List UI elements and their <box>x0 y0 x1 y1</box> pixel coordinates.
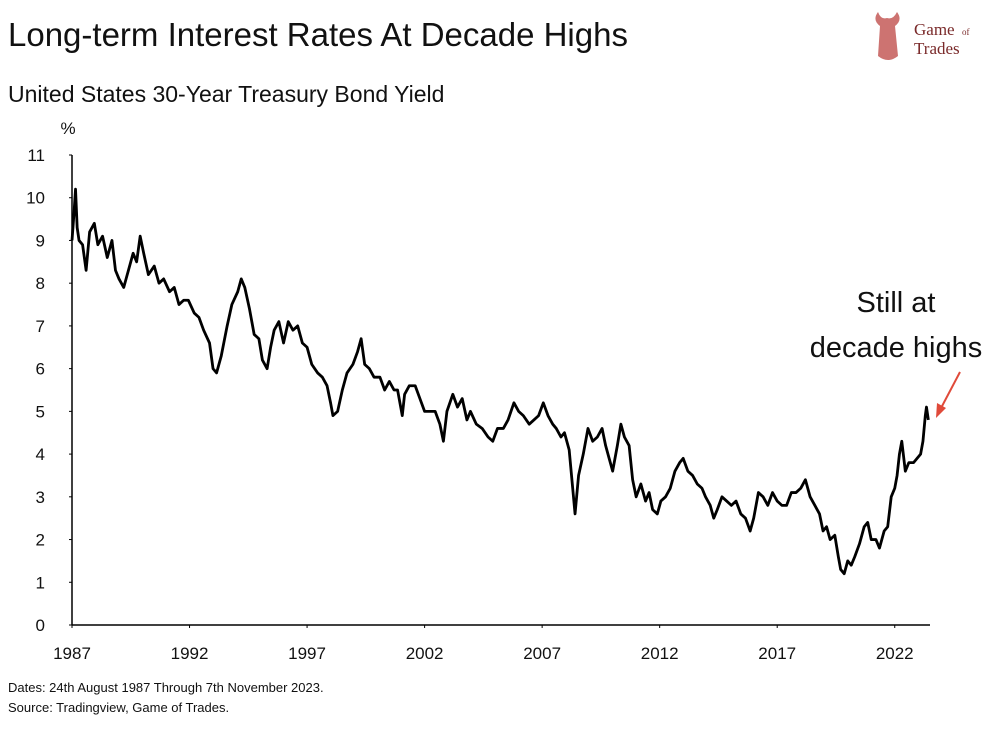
logo-text: Game <box>914 20 955 39</box>
x-tick-label: 2017 <box>758 644 796 663</box>
x-tick-label: 1997 <box>288 644 326 663</box>
y-tick-label: 11 <box>27 146 45 165</box>
x-tick-label: 2022 <box>876 644 914 663</box>
x-tick-label: 1987 <box>53 644 91 663</box>
line-series <box>70 187 930 576</box>
logo-icon <box>875 12 900 60</box>
x-tick-label: 2007 <box>523 644 561 663</box>
y-tick-label: 8 <box>36 274 45 293</box>
chart-title: Long-term Interest Rates At Decade Highs <box>8 16 628 53</box>
annotation: decade highs <box>810 332 983 364</box>
logo: Game of Trades <box>875 12 970 60</box>
y-tick-label: 9 <box>36 231 45 250</box>
y-tick-label: 2 <box>36 531 45 550</box>
y-tick-label: 6 <box>36 360 45 379</box>
logo-text: of <box>962 27 970 37</box>
x-tick-label: 1992 <box>171 644 209 663</box>
y-tick-label: 4 <box>36 445 45 464</box>
x-tick-label: 2012 <box>641 644 679 663</box>
annotation: Still at <box>857 287 936 319</box>
y-tick-label: 0 <box>36 616 45 635</box>
chart-subtitle: United States 30-Year Treasury Bond Yiel… <box>8 81 444 107</box>
logo-text: Trades <box>914 39 960 58</box>
annotation-arrowhead <box>936 403 946 418</box>
annotation-arrow <box>939 371 961 411</box>
footnote: Source: Tradingview, Game of Trades. <box>8 700 229 715</box>
x-tick-label: 2002 <box>406 644 444 663</box>
y-tick-label: 1 <box>36 573 45 592</box>
footnote: Dates: 24th August 1987 Through 7th Nove… <box>8 680 324 695</box>
y-tick-label: 5 <box>36 402 45 421</box>
y-axis-label: % <box>60 119 75 138</box>
y-tick-label: 3 <box>36 488 45 507</box>
y-tick-label: 7 <box>36 317 45 336</box>
y-tick-label: 10 <box>26 189 45 208</box>
